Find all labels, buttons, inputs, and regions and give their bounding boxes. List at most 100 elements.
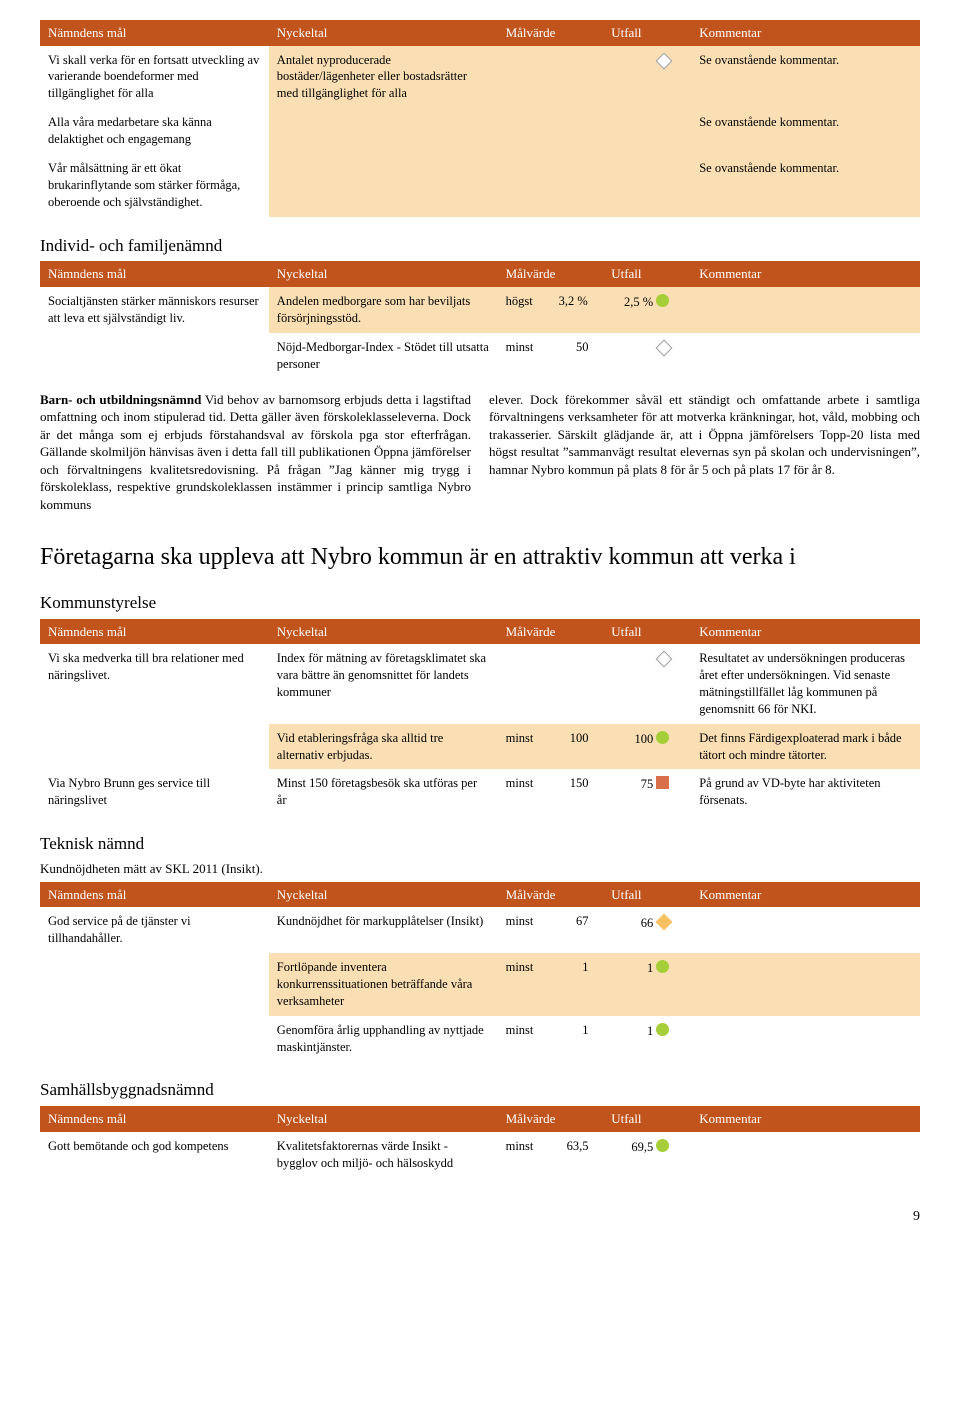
table-row: God service på de tjänster vi tillhandah… bbox=[40, 907, 920, 953]
cell-goal: Via Nybro Brunn ges service till närings… bbox=[40, 769, 269, 815]
table-row: Vi skall verka för en fortsatt utvecklin… bbox=[40, 46, 920, 109]
col-outcome-header: Utfall bbox=[603, 1106, 691, 1132]
col-target-header: Målvärde bbox=[498, 619, 604, 645]
cell-comment bbox=[691, 907, 920, 953]
cell-goal: Socialtjänsten stärker människors resurs… bbox=[40, 287, 269, 333]
indicator-diamond bbox=[656, 52, 673, 69]
cell-outcome: 69,5 bbox=[603, 1132, 691, 1178]
table-row: Gott bemötande och god kompetensKvalitet… bbox=[40, 1132, 920, 1178]
cell-goal bbox=[40, 333, 269, 379]
table-row: Vår målsättning är ett ökat brukarinflyt… bbox=[40, 154, 920, 217]
col-goal-header: Nämndens mål bbox=[40, 1106, 269, 1132]
page-number: 9 bbox=[40, 1208, 920, 1227]
col-goal-header: Nämndens mål bbox=[40, 20, 269, 46]
col-comment-header: Kommentar bbox=[691, 20, 920, 46]
cell-comment: Se ovanstående kommentar. bbox=[691, 154, 920, 217]
col-metric-header: Nyckeltal bbox=[269, 882, 498, 908]
table-row: Nöjd-Medborgar-Index - Stödet till utsat… bbox=[40, 333, 920, 379]
cell-outcome: 66 bbox=[603, 907, 691, 953]
cell-target: högst 3,2 % bbox=[498, 287, 604, 333]
goals-table-4: Nämndens mål Nyckeltal Målvärde Utfall K… bbox=[40, 882, 920, 1062]
cell-goal bbox=[40, 953, 269, 1016]
cell-metric bbox=[269, 108, 498, 154]
col-outcome-header: Utfall bbox=[603, 20, 691, 46]
col-comment-header: Kommentar bbox=[691, 261, 920, 287]
goals-table-3: Nämndens mål Nyckeltal Målvärde Utfall K… bbox=[40, 619, 920, 816]
cell-metric: Fortlöpande inventera konkurrenssituatio… bbox=[269, 953, 498, 1016]
cell-metric: Kundnöjdhet för markupplåtelser (Insikt) bbox=[269, 907, 498, 953]
cell-comment: Resultatet av undersökningen produceras … bbox=[691, 644, 920, 724]
goals-table-2: Nämndens mål Nyckeltal Målvärde Utfall K… bbox=[40, 261, 920, 378]
section-subtitle-teknisk: Kundnöjdheten mätt av SKL 2011 (Insikt). bbox=[40, 860, 920, 878]
table-row: Via Nybro Brunn ges service till närings… bbox=[40, 769, 920, 815]
table-row: Alla våra medarbetare ska känna delaktig… bbox=[40, 108, 920, 154]
cell-target: minst 100 bbox=[498, 724, 604, 770]
cell-outcome bbox=[603, 46, 691, 109]
col-target-header: Målvärde bbox=[498, 20, 604, 46]
col-goal-header: Nämndens mål bbox=[40, 619, 269, 645]
prose-runin: Barn- och utbildningsnämnd bbox=[40, 392, 201, 407]
goals-table-1: Nämndens mål Nyckeltal Målvärde Utfall K… bbox=[40, 20, 920, 217]
cell-outcome bbox=[603, 333, 691, 379]
cell-metric bbox=[269, 154, 498, 217]
cell-goal: Gott bemötande och god kompetens bbox=[40, 1132, 269, 1178]
cell-goal: Vi skall verka för en fortsatt utvecklin… bbox=[40, 46, 269, 109]
cell-outcome: 100 bbox=[603, 724, 691, 770]
cell-target: minst 50 bbox=[498, 333, 604, 379]
cell-metric: Minst 150 företagsbesök ska utföras per … bbox=[269, 769, 498, 815]
cell-metric: Genomföra årlig upphandling av nyttjade … bbox=[269, 1016, 498, 1062]
table-row: Genomföra årlig upphandling av nyttjade … bbox=[40, 1016, 920, 1062]
cell-goal: Vi ska medverka till bra relationer med … bbox=[40, 644, 269, 724]
col-metric-header: Nyckeltal bbox=[269, 1106, 498, 1132]
section-title-samhall: Samhällsbyggnadsnämnd bbox=[40, 1079, 920, 1102]
col-goal-header: Nämndens mål bbox=[40, 882, 269, 908]
cell-outcome: 1 bbox=[603, 1016, 691, 1062]
cell-comment bbox=[691, 953, 920, 1016]
col-metric-header: Nyckeltal bbox=[269, 619, 498, 645]
col-target-header: Målvärde bbox=[498, 1106, 604, 1132]
cell-target: minst 67 bbox=[498, 907, 604, 953]
prose-left: Barn- och utbildningsnämnd Vid behov av … bbox=[40, 391, 471, 514]
col-comment-header: Kommentar bbox=[691, 619, 920, 645]
cell-target: minst 1 bbox=[498, 1016, 604, 1062]
cell-comment bbox=[691, 287, 920, 333]
col-comment-header: Kommentar bbox=[691, 882, 920, 908]
prose-right: elever. Dock förekommer såväl ett ständi… bbox=[489, 391, 920, 514]
col-target-header: Målvärde bbox=[498, 882, 604, 908]
col-metric-header: Nyckeltal bbox=[269, 20, 498, 46]
cell-metric: Antalet nyproducerade bostäder/lägenhete… bbox=[269, 46, 498, 109]
cell-outcome: 1 bbox=[603, 953, 691, 1016]
cell-goal bbox=[40, 724, 269, 770]
cell-goal: God service på de tjänster vi tillhandah… bbox=[40, 907, 269, 953]
section-title-individ: Individ- och familjenämnd bbox=[40, 235, 920, 258]
cell-metric: Index för mätning av företagsklimatet sk… bbox=[269, 644, 498, 724]
col-comment-header: Kommentar bbox=[691, 1106, 920, 1132]
indicator-circle-green bbox=[656, 1023, 669, 1036]
table-row: Vi ska medverka till bra relationer med … bbox=[40, 644, 920, 724]
cell-goal: Alla våra medarbetare ska känna delaktig… bbox=[40, 108, 269, 154]
indicator-square-red bbox=[656, 776, 669, 789]
cell-metric: Andelen medborgare som har beviljats för… bbox=[269, 287, 498, 333]
cell-metric: Vid etableringsfråga ska alltid tre alte… bbox=[269, 724, 498, 770]
cell-comment: På grund av VD-byte har aktiviteten förs… bbox=[691, 769, 920, 815]
table-row: Socialtjänsten stärker människors resurs… bbox=[40, 287, 920, 333]
cell-comment: Se ovanstående kommentar. bbox=[691, 46, 920, 109]
cell-comment: Se ovanstående kommentar. bbox=[691, 108, 920, 154]
cell-target bbox=[498, 154, 604, 217]
cell-target: minst 150 bbox=[498, 769, 604, 815]
cell-metric: Kvalitetsfaktorernas värde Insikt - bygg… bbox=[269, 1132, 498, 1178]
cell-comment: Det finns Färdigexploaterad mark i både … bbox=[691, 724, 920, 770]
indicator-circle-green bbox=[656, 960, 669, 973]
col-target-header: Målvärde bbox=[498, 261, 604, 287]
table-header: Nämndens mål Nyckeltal Målvärde Utfall K… bbox=[40, 261, 920, 287]
cell-target: minst 63,5 bbox=[498, 1132, 604, 1178]
indicator-diamond bbox=[656, 339, 673, 356]
cell-target: minst 1 bbox=[498, 953, 604, 1016]
indicator-diamond bbox=[656, 651, 673, 668]
indicator-circle-green bbox=[656, 731, 669, 744]
table-row: Fortlöpande inventera konkurrenssituatio… bbox=[40, 953, 920, 1016]
cell-outcome: 2,5 % bbox=[603, 287, 691, 333]
col-goal-header: Nämndens mål bbox=[40, 261, 269, 287]
table-header: Nämndens mål Nyckeltal Målvärde Utfall K… bbox=[40, 882, 920, 908]
cell-target bbox=[498, 644, 604, 724]
